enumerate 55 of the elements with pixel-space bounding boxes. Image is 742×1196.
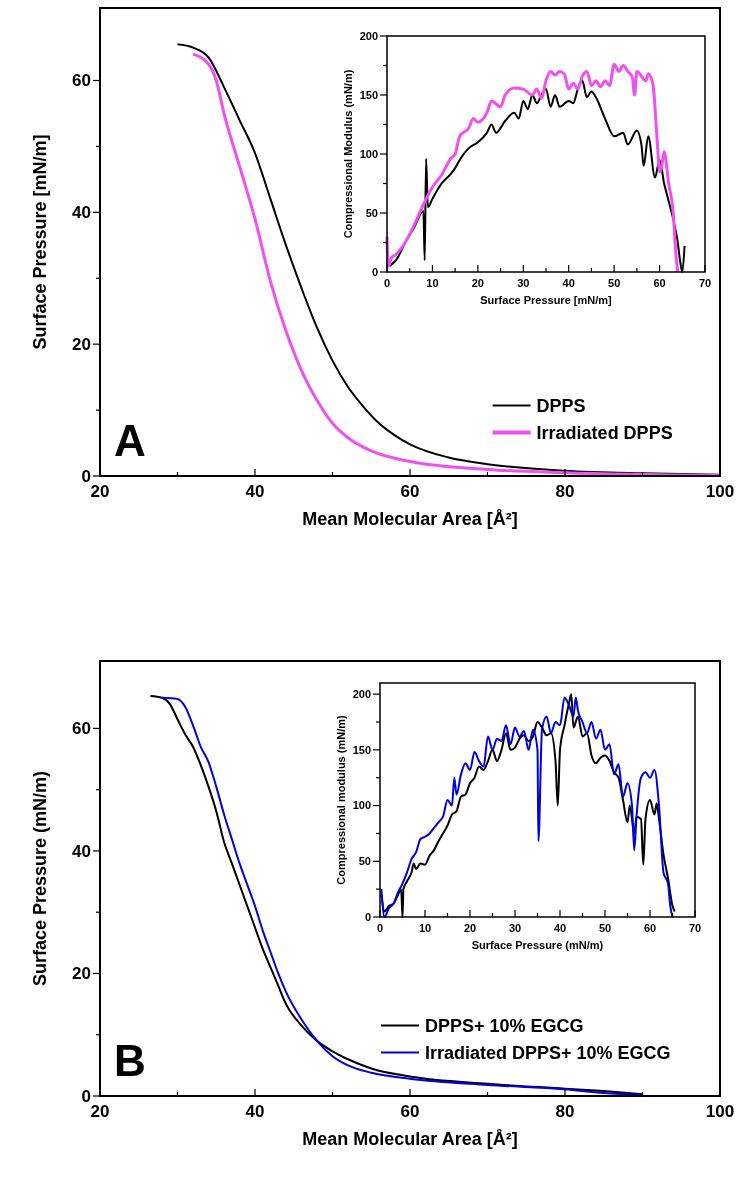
- x-tick-label: 40: [562, 277, 575, 289]
- x-axis-title: Mean Molecular Area [Å²]: [302, 1129, 518, 1150]
- y-tick-label: 60: [72, 71, 91, 91]
- x-tick-label: 40: [553, 922, 567, 934]
- x-tick-label: 60: [400, 1102, 420, 1121]
- x-tick-label: 100: [705, 482, 735, 501]
- x-tick-label: 50: [608, 277, 621, 289]
- x-tick-label: 100: [705, 1102, 735, 1121]
- x-axis-title: Surface Pressure (mN/m): [471, 938, 604, 951]
- y-tick-label: 20: [72, 964, 91, 984]
- y-tick-label: 200: [352, 687, 371, 700]
- y-tick-label: 0: [81, 1086, 91, 1106]
- y-tick-label: 100: [352, 799, 371, 812]
- y-tick-label: 60: [72, 719, 91, 739]
- x-tick-label: 70: [688, 922, 702, 934]
- x-tick-label: 10: [426, 277, 439, 289]
- x-tick-label: 60: [653, 277, 666, 289]
- x-tick-label: 60: [400, 482, 420, 501]
- x-axis-title: Mean Molecular Area [Å²]: [302, 509, 518, 530]
- x-tick-label: 10: [418, 922, 432, 934]
- annotation: A: [114, 416, 146, 465]
- x-axis-title: Surface Pressure [mN/m]: [480, 293, 613, 306]
- legend-label: Irradiated DPPS+ 10% EGCG: [425, 1042, 671, 1063]
- x-tick-label: 40: [245, 482, 265, 501]
- x-tick-label: 20: [463, 922, 477, 934]
- y-tick-label: 0: [81, 466, 91, 486]
- legend-label: DPPS: [536, 395, 586, 416]
- y-tick-label: 150: [352, 743, 371, 756]
- y-tick-label: 40: [72, 841, 91, 861]
- legend-label: Irradiated DPPS: [536, 422, 673, 443]
- annotation: B: [114, 1036, 146, 1085]
- legend-label: DPPS+ 10% EGCG: [425, 1015, 584, 1036]
- x-tick-label: 30: [517, 277, 530, 289]
- y-axis-title: Surface Pressure [mN/m]: [29, 134, 50, 350]
- y-tick-label: 100: [359, 147, 378, 160]
- y-tick-label: 20: [72, 335, 91, 355]
- y-tick-label: 40: [72, 203, 91, 223]
- y-tick-label: 0: [364, 910, 371, 923]
- y-tick-label: 50: [358, 855, 371, 868]
- y-tick-label: 0: [371, 265, 378, 278]
- y-tick-label: 150: [359, 88, 378, 101]
- y-axis-title: Surface Pressure (mN/m): [29, 770, 50, 987]
- x-tick-label: 20: [471, 277, 484, 289]
- x-tick-label: 60: [643, 922, 657, 934]
- x-tick-label: 30: [508, 922, 522, 934]
- x-tick-label: 0: [383, 277, 391, 289]
- y-tick-label: 200: [359, 29, 378, 42]
- y-axis-title: Compressional modulus (mN/m): [334, 715, 347, 885]
- y-axis-title: Compressional Modulus (mN/m): [341, 69, 354, 239]
- x-tick-label: 40: [245, 1102, 265, 1121]
- x-tick-label: 70: [698, 277, 712, 289]
- x-tick-label: 50: [598, 922, 612, 934]
- y-tick-label: 50: [365, 206, 378, 219]
- x-tick-label: 80: [555, 482, 575, 501]
- x-tick-label: 80: [555, 1102, 575, 1121]
